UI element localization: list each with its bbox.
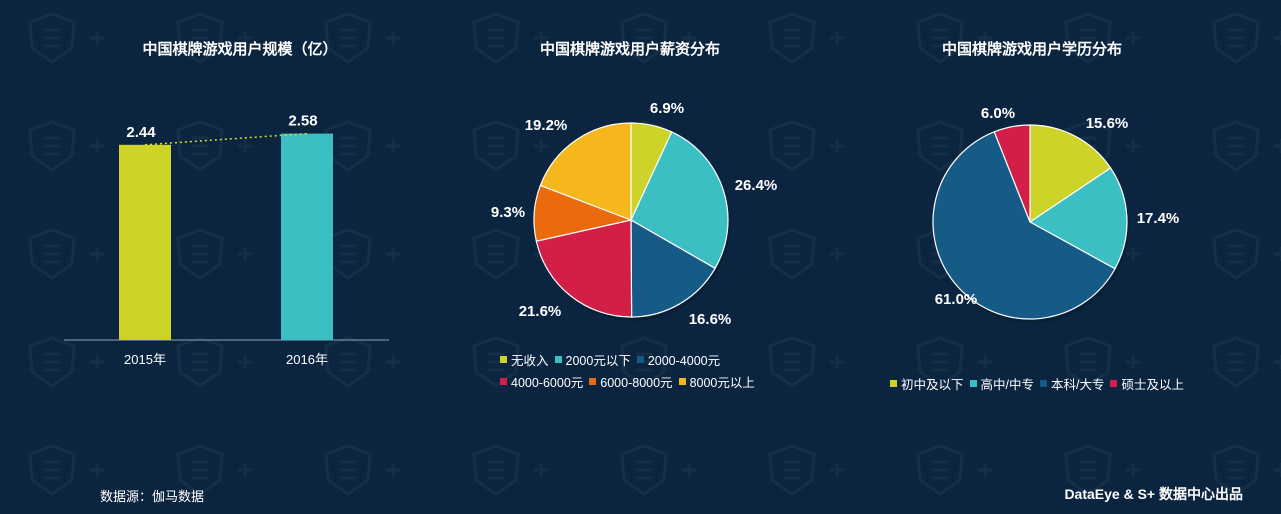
education-pie-chart: 15.6% 17.4% 61.0% 6.0% bbox=[932, 105, 1180, 323]
edu-legend-item: 本科/大专 bbox=[1040, 374, 1104, 393]
salary-legend-swatch bbox=[554, 355, 562, 363]
edu-slice-label: 61.0% bbox=[935, 291, 978, 308]
edu-slice-label: 6.0% bbox=[981, 105, 1015, 122]
edu-legend-row: 初中及以下 高中/中专 本科/大专 硕士及以上 bbox=[890, 372, 1190, 394]
salary-pie-chart: 6.9% 26.4% 16.6% 21.6% 9.3% 19.2% bbox=[491, 100, 777, 328]
edu-slice-2 bbox=[1028, 167, 1128, 270]
salary-slice-3 bbox=[630, 218, 716, 318]
bar-category-label: 2016年 bbox=[286, 352, 328, 367]
salary-legend-swatch bbox=[500, 355, 507, 363]
salary-slice-label: 26.4% bbox=[735, 177, 778, 194]
edu-slice-1 bbox=[1029, 124, 1112, 224]
salary-chart-title: 中国棋牌游戏用户薪资分布 bbox=[539, 41, 720, 58]
bar-value-label: 2.44 bbox=[126, 124, 156, 141]
salary-slice-label: 19.2% bbox=[525, 117, 568, 134]
edu-slice-4 bbox=[993, 124, 1031, 223]
bar-trend-line bbox=[144, 132, 308, 146]
bar-value-label: 2.58 bbox=[288, 113, 317, 130]
bar-1 bbox=[119, 144, 171, 340]
edu-slice-3 bbox=[932, 131, 1116, 320]
education-legend: 初中及以下 高中/中专 本科/大专 硕士及以上 bbox=[890, 372, 1190, 394]
salary-legend-label: 6000-8000元 bbox=[600, 375, 673, 390]
salary-slice-6 bbox=[539, 122, 632, 221]
salary-legend-row: 4000-6000元 6000-8000元 8000元以上 bbox=[500, 370, 761, 392]
users-bar-chart: 2.44 2015年 2.58 2016年 bbox=[64, 113, 389, 367]
salary-legend-item: 8000元以上 bbox=[678, 372, 755, 391]
brand-credit: DataEye & S+ 数据中心出品 bbox=[1064, 486, 1243, 502]
salary-legend-swatch bbox=[500, 377, 507, 385]
salary-legend-item: 无收入 bbox=[500, 350, 549, 369]
edu-slice-label: 17.4% bbox=[1137, 210, 1180, 227]
salary-legend-swatch bbox=[636, 355, 644, 363]
edu-legend-swatch bbox=[1110, 379, 1118, 387]
salary-slice-label: 16.6% bbox=[689, 311, 732, 328]
edu-legend-label: 高中/中专 bbox=[980, 377, 1034, 392]
edu-legend-swatch bbox=[969, 379, 977, 387]
salary-legend-item: 6000-8000元 bbox=[589, 372, 673, 391]
bar-category-label: 2015年 bbox=[124, 352, 166, 367]
salary-slice-label: 6.9% bbox=[650, 100, 684, 117]
salary-legend-label: 2000元以下 bbox=[565, 353, 631, 368]
salary-legend-swatch bbox=[678, 377, 686, 385]
edu-legend-swatch bbox=[1040, 379, 1047, 387]
salary-legend-item: 2000-4000元 bbox=[636, 350, 721, 369]
salary-slice-label: 9.3% bbox=[491, 204, 525, 221]
edu-slice-label: 15.6% bbox=[1086, 115, 1129, 132]
salary-legend-label: 4000-6000元 bbox=[511, 375, 584, 390]
salary-legend: 无收入 2000元以下 2000-4000元 4000-6000元 6000-8000元… bbox=[500, 348, 761, 392]
data-source: 数据源：伽马数据 bbox=[100, 489, 205, 504]
salary-legend-swatch bbox=[589, 377, 597, 385]
salary-legend-label: 无收入 bbox=[511, 353, 549, 368]
salary-slice-4 bbox=[535, 219, 633, 318]
bar-2 bbox=[281, 133, 333, 340]
edu-legend-label: 硕士及以上 bbox=[1121, 377, 1184, 392]
education-chart-title: 中国棋牌游戏用户学历分布 bbox=[941, 41, 1122, 58]
edu-legend-item: 高中/中专 bbox=[969, 374, 1034, 393]
edu-legend-label: 初中及以下 bbox=[901, 377, 964, 392]
edu-legend-item: 硕士及以上 bbox=[1110, 374, 1184, 393]
edu-legend-swatch bbox=[890, 379, 897, 387]
edu-legend-label: 本科/大专 bbox=[1051, 377, 1105, 392]
salary-legend-item: 4000-6000元 bbox=[500, 372, 583, 391]
salary-legend-label: 8000元以上 bbox=[689, 375, 755, 390]
salary-legend-row: 无收入 2000元以下 2000-4000元 bbox=[500, 348, 761, 370]
salary-legend-label: 2000-4000元 bbox=[647, 353, 721, 368]
salary-slice-label: 21.6% bbox=[519, 303, 562, 320]
salary-slice-2 bbox=[630, 131, 729, 270]
users-chart-title: 中国棋牌游戏用户规模（亿） bbox=[142, 41, 338, 58]
salary-legend-item: 2000元以下 bbox=[554, 350, 631, 369]
edu-legend-item: 初中及以下 bbox=[890, 374, 964, 393]
